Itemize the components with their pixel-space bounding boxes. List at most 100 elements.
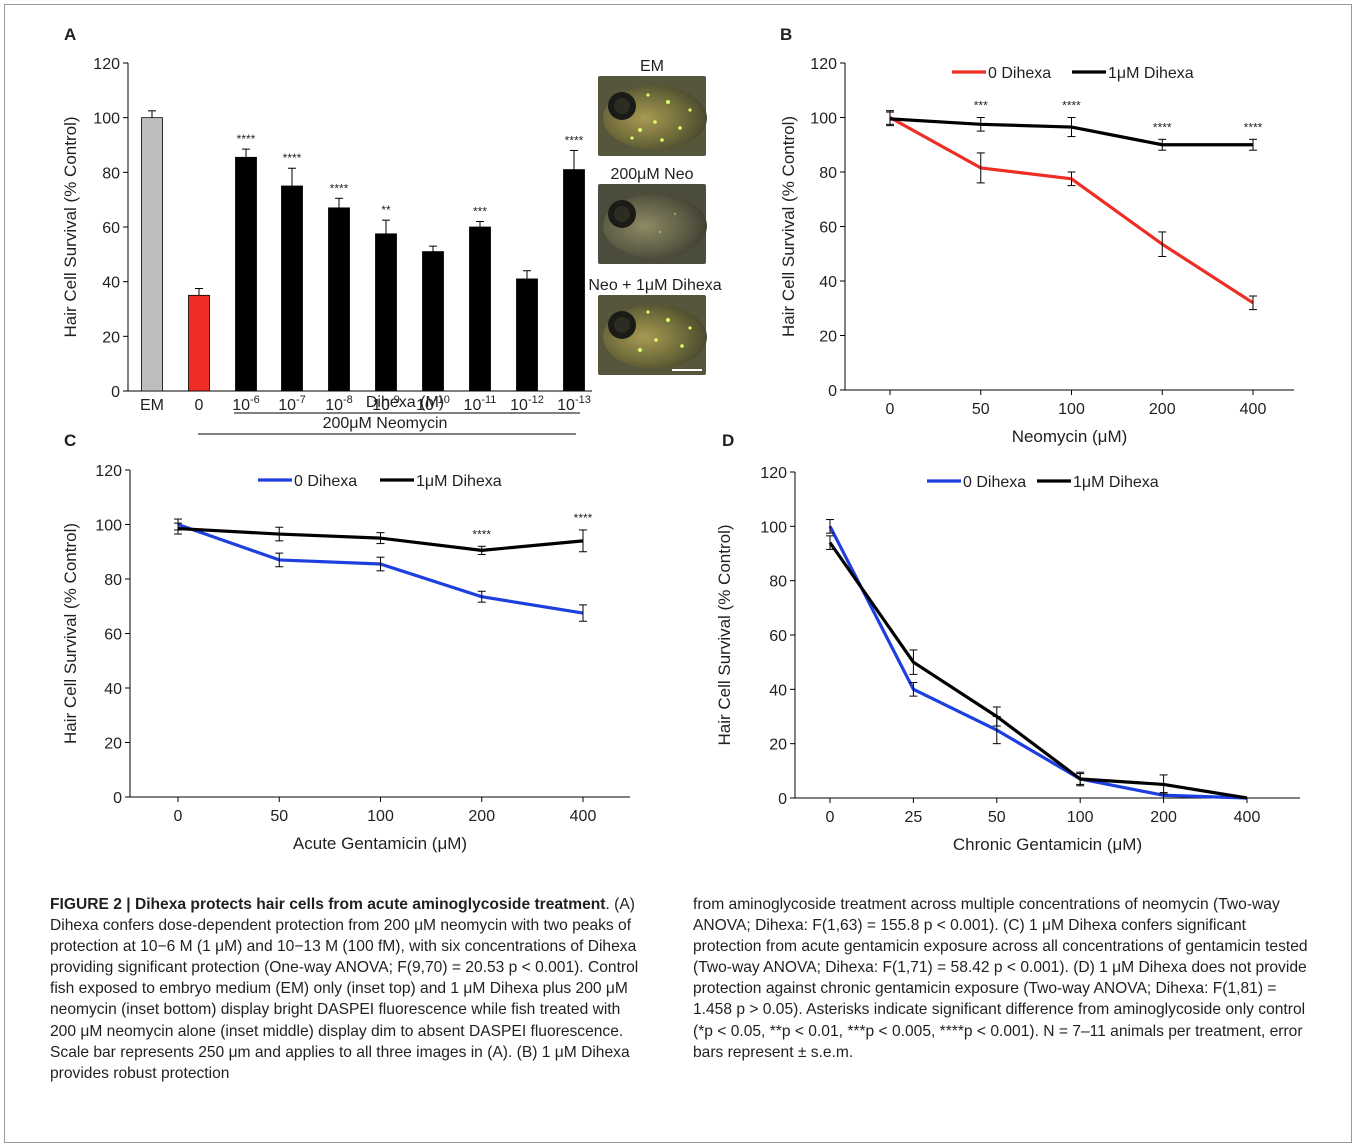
panel-d-y-tick-label: 20 — [769, 737, 787, 754]
scale-bar — [672, 369, 702, 371]
panel-b-line-chart: 0 20 40 60 80 100 120 Hair Cell Survival (% Con… — [779, 56, 1294, 446]
inset-label-neo-dihexa: Neo + 1μM Dihexa — [588, 277, 721, 294]
panel-a-neomycin-label: 200μM Neomycin — [323, 415, 448, 432]
panel-b-y-tick-label: 40 — [819, 274, 837, 291]
panel-a-dihexa-label: Dihexa (M) — [366, 394, 444, 411]
panel-b-y-tick-label: 0 — [828, 383, 837, 400]
panel-a-significance-marker: **** — [565, 133, 584, 147]
panel-d-x-tick-label: 25 — [905, 809, 923, 826]
inset-image-neo-dihexa — [598, 295, 707, 375]
panel-a-bar — [235, 156, 257, 392]
panel-b-legend-entry: 1μM Dihexa — [1108, 65, 1194, 82]
panel-a-category-label: 10-7 — [278, 394, 306, 414]
panel-c-y-axis-title: Hair Cell Survival (% Control) — [61, 523, 80, 744]
panel-c-line-chart: 0 20 40 60 80 100 120 Hair Cell Survival (% Con… — [61, 463, 630, 853]
panel-a-category-label: 10-6 — [232, 394, 260, 414]
panel-b-y-tick-label: 120 — [810, 56, 837, 73]
panel-c-x-tick-label: 200 — [468, 808, 495, 825]
panel-a-bar — [328, 207, 350, 392]
panel-a-significance-marker: **** — [283, 151, 302, 165]
panel-letter-c: C — [64, 431, 76, 450]
panel-d-x-tick-label: 400 — [1234, 809, 1261, 826]
panel-d-legend-entry: 0 Dihexa — [963, 474, 1026, 491]
panel-b-significance-marker: **** — [1244, 120, 1263, 134]
panel-a-category-label: 10-8 — [325, 394, 353, 414]
caption-left-column: FIGURE 2 | Dihexa protects hair cells fr… — [50, 894, 650, 1084]
panel-d-y-axis-title: Hair Cell Survival (% Control) — [715, 524, 734, 745]
panel-d-x-tick-label: 50 — [988, 809, 1006, 826]
panel-b-y-tick-label: 80 — [819, 165, 837, 182]
panel-d-series-0-dihexa-line — [828, 525, 1248, 800]
panel-a-category-label: 10-13 — [557, 394, 591, 414]
panel-a-bar-chart: 0 20 40 60 80 100 120 Hair Cell Survival (% Con… — [61, 56, 592, 435]
caption-figure-label: FIGURE 2 | Dihexa protects hair cells fr… — [50, 896, 606, 913]
panel-c-y-tick-label: 20 — [104, 736, 122, 753]
panel-b-y-tick-label: 20 — [819, 329, 837, 346]
panel-c-y-tick-label: 120 — [95, 463, 122, 480]
panel-a-significance-marker: **** — [330, 181, 349, 195]
panel-a-y-tick-label: 120 — [93, 56, 120, 73]
panel-c-y-tick-label: 60 — [104, 627, 122, 644]
panel-a-y-tick-label: 60 — [102, 220, 120, 237]
panel-a-y-tick-label: 20 — [102, 329, 120, 346]
panel-c-y-tick-label: 0 — [113, 790, 122, 807]
panel-letter-d: D — [722, 431, 734, 450]
panel-a-y-tick-label: 80 — [102, 165, 120, 182]
panel-d-y-tick-label: 0 — [778, 791, 787, 808]
panel-letter-a: A — [64, 25, 76, 44]
panel-b-x-axis-title: Neomycin (μM) — [1012, 427, 1128, 446]
panel-c-x-tick-label: 50 — [270, 808, 288, 825]
panel-c-y-tick-label: 100 — [95, 518, 122, 535]
panel-c-significance-marker: **** — [574, 511, 593, 525]
panel-d-y-tick-label: 40 — [769, 682, 787, 699]
panel-a-category-label: EM — [140, 397, 164, 414]
panel-a-bar — [422, 251, 444, 392]
panel-b-y-axis-title: Hair Cell Survival (% Control) — [779, 116, 798, 337]
panel-c-x-axis-title: Acute Gentamicin (μM) — [293, 834, 467, 853]
panel-d-x-tick-label: 100 — [1067, 809, 1094, 826]
panel-a-category-label: 10-11 — [464, 394, 497, 414]
panel-a-y-axis-title: Hair Cell Survival (% Control) — [61, 116, 80, 337]
panel-b-x-tick-label: 0 — [886, 401, 895, 418]
panel-d-x-axis-title: Chronic Gentamicin (μM) — [953, 835, 1142, 854]
inset-label-em: EM — [640, 58, 664, 75]
panel-c-legend-entry: 0 Dihexa — [294, 473, 357, 490]
panel-a-bar — [516, 278, 538, 392]
caption-left-text: . (A) Dihexa confers dose-dependent prot… — [50, 896, 639, 1082]
panel-b-significance-marker: **** — [1062, 99, 1081, 113]
panel-b-y-tick-label: 60 — [819, 220, 837, 237]
panel-b-legend-entry: 0 Dihexa — [988, 65, 1051, 82]
panel-a-bar — [188, 294, 210, 392]
panel-b-x-tick-label: 400 — [1240, 401, 1267, 418]
panel-b-x-tick-label: 200 — [1149, 401, 1176, 418]
panel-d-y-tick-label: 120 — [760, 465, 787, 482]
panel-d-y-tick-label: 80 — [769, 574, 787, 591]
panel-a-bar — [281, 185, 303, 392]
panel-a-bar — [563, 169, 585, 392]
inset-image-em — [598, 76, 707, 156]
panel-c-x-tick-label: 100 — [367, 808, 394, 825]
panel-d-series-1um-dihexa-line — [828, 541, 1248, 800]
panel-b-x-tick-label: 50 — [972, 401, 990, 418]
panel-a-significance-marker: *** — [473, 205, 487, 219]
panel-d-x-tick-label: 200 — [1150, 809, 1177, 826]
panel-a-y-tick-label: 100 — [93, 111, 120, 128]
panel-c-significance-marker: **** — [472, 527, 491, 541]
figure-canvas: A B C D 0 20 40 60 80 100 120 Hair Cell Surviva… — [61, 25, 1300, 854]
panel-a-significance-marker: **** — [237, 132, 256, 146]
panel-a-y-tick-label: 40 — [102, 275, 120, 292]
inset-label-neo: 200μM Neo — [610, 166, 693, 183]
panel-c-legend-entry: 1μM Dihexa — [416, 473, 502, 490]
panel-c-x-tick-label: 400 — [570, 808, 597, 825]
panel-b-y-tick-label: 100 — [810, 111, 837, 128]
caption-right-column: from aminoglycoside treatment across mul… — [693, 894, 1313, 1063]
panel-d-y-tick-label: 60 — [769, 628, 787, 645]
panel-b-significance-marker: *** — [974, 99, 988, 113]
panel-a-bar — [469, 226, 491, 392]
panel-a-bar — [375, 233, 397, 392]
panel-d-line-chart: 0 20 40 60 80 100 120 Hair Cell Survival (% Con… — [715, 465, 1300, 854]
panel-letter-b: B — [780, 25, 792, 44]
panel-b-significance-marker: **** — [1153, 120, 1172, 134]
panel-a-significance-marker: ** — [381, 203, 391, 217]
panel-d-legend-entry: 1μM Dihexa — [1073, 474, 1159, 491]
